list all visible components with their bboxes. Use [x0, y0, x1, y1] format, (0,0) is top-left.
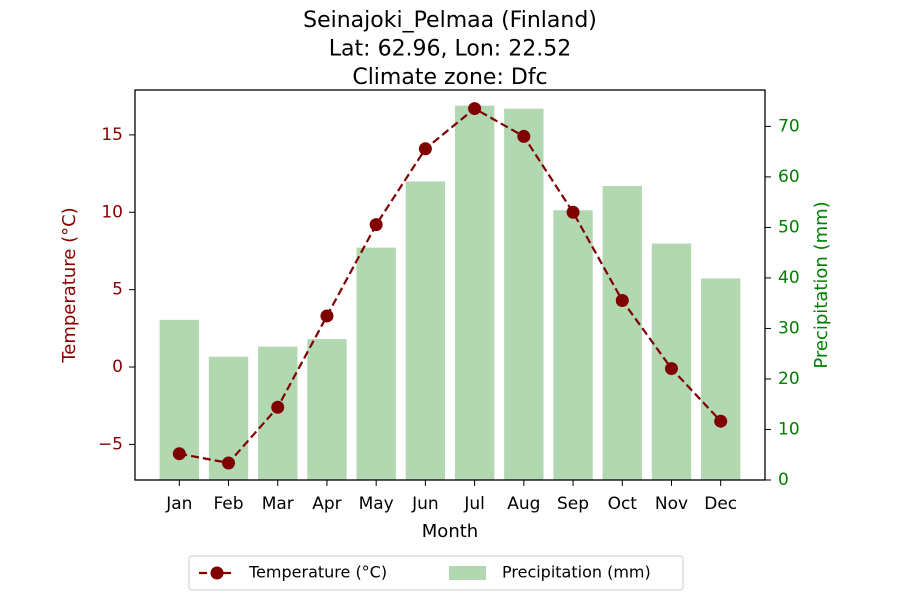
- axes: Jan Feb Mar Apr May Jun Jul Aug Sep Oct Nov Dec Mont…: [59, 89, 832, 542]
- y-left-axis-label: Temperature (°C): [59, 207, 80, 363]
- precip-bar-apr: [307, 339, 347, 480]
- x-axis-label: Month: [422, 521, 478, 542]
- title-line-1: Seinajoki_Pelmaa (Finland): [303, 8, 597, 33]
- y-right-tick-label-5: 50: [778, 217, 800, 237]
- legend-temperature-marker: [210, 566, 224, 580]
- y-right-tick-label-3: 30: [778, 318, 800, 338]
- temperature-point-nov: [664, 362, 678, 376]
- y-right-tick-label-1: 10: [778, 419, 800, 439]
- y-right-tick-label-7: 70: [778, 116, 800, 136]
- temperature-point-oct: [615, 293, 629, 307]
- x-tick-label-apr: Apr: [312, 494, 341, 514]
- legend: Temperature (°C) Precipitation (mm): [188, 555, 684, 591]
- y-left-tick-label-0: −5: [98, 434, 123, 454]
- temperature-point-dec: [714, 414, 728, 428]
- precip-bar-dec: [701, 278, 741, 480]
- temperature-point-feb: [222, 456, 236, 470]
- precipitation-bars: [159, 105, 741, 481]
- y-left-tick-label-3: 10: [101, 202, 123, 222]
- y-left-tick-label-2: 5: [112, 280, 123, 300]
- y-right-axis-label: Precipitation (mm): [811, 201, 832, 368]
- y-left-tick-label-4: 15: [101, 125, 123, 145]
- x-tick-label-nov: Nov: [655, 494, 688, 514]
- precip-bar-may: [356, 247, 396, 480]
- x-tick-label-oct: Oct: [608, 494, 638, 514]
- temperature-point-apr: [320, 309, 334, 323]
- precip-bar-sep: [553, 210, 593, 480]
- title-line-2: Lat: 62.96, Lon: 22.52: [329, 37, 571, 62]
- title-line-3: Climate zone: Dfc: [352, 65, 547, 90]
- temperature-point-mar: [271, 400, 285, 414]
- x-tick-label-aug: Aug: [507, 494, 540, 514]
- x-tick-label-jul: Jul: [463, 494, 485, 514]
- y-right-tick-label-0: 0: [778, 470, 789, 490]
- plot-frame: [134, 89, 766, 481]
- temperature-point-may: [369, 218, 383, 232]
- y-right-tick-label-2: 20: [778, 369, 800, 389]
- temperature-point-jun: [418, 142, 432, 156]
- precip-bar-aug: [504, 108, 544, 480]
- precip-bar-jun: [405, 181, 446, 481]
- temperature-series-line: [179, 107, 722, 465]
- y-right-tick-label-4: 40: [778, 268, 800, 288]
- legend-precipitation-swatch: [449, 566, 486, 580]
- x-tick-label-jan: Jan: [165, 494, 192, 514]
- y-right-tick-label-6: 60: [778, 167, 800, 187]
- x-tick-label-feb: Feb: [213, 494, 243, 514]
- legend-precipitation-label: Precipitation (mm): [502, 563, 651, 582]
- x-tick-label-jun: Jun: [411, 494, 439, 514]
- chart-title: Seinajoki_Pelmaa (Finland) Lat: 62.96, Lo…: [303, 8, 597, 90]
- x-tick-label-may: May: [359, 494, 394, 514]
- x-tick-label-sep: Sep: [557, 494, 589, 514]
- legend-box: [188, 555, 684, 591]
- temperature-point-jul: [468, 102, 482, 116]
- temperature-point-jan: [172, 447, 186, 461]
- temperature-point-sep: [566, 205, 580, 219]
- legend-temperature-label: Temperature (°C): [248, 563, 387, 582]
- precip-bar-jul: [454, 105, 495, 481]
- x-tick-label-dec: Dec: [704, 494, 737, 514]
- x-tick-label-mar: Mar: [262, 494, 294, 514]
- temperature-line: [172, 102, 728, 470]
- precip-bar-oct: [602, 185, 642, 481]
- temperature-point-aug: [517, 129, 531, 143]
- y-left-tick-label-1: 0: [112, 357, 123, 377]
- precip-bar-nov: [651, 243, 692, 480]
